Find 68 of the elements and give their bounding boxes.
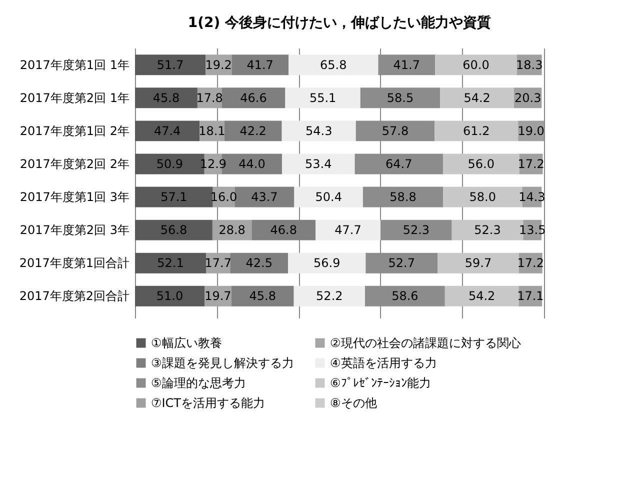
legend-label: ②現代の社会の諸課題に対する関心 xyxy=(330,336,521,350)
data-label: 17.7 xyxy=(204,256,232,270)
data-label: 45.8 xyxy=(152,90,180,105)
data-label: 18.1 xyxy=(198,124,226,138)
data-label: 45.8 xyxy=(249,289,276,304)
data-label: 17.8 xyxy=(196,90,223,105)
data-label: 61.2 xyxy=(463,124,490,138)
legend-label: ⑥ﾌﾟﾚｾﾞﾝﾃｰｼｮﾝ能力 xyxy=(330,376,431,390)
data-label: 56.9 xyxy=(314,256,340,270)
legend-label: ⑧その他 xyxy=(330,396,377,410)
data-label: 42.2 xyxy=(240,124,266,138)
data-label: 19.2 xyxy=(205,58,232,72)
data-label: 44.0 xyxy=(238,156,266,171)
data-label: 43.7 xyxy=(251,190,278,204)
legend-label: ③課題を発見し解決する力 xyxy=(151,356,294,370)
data-label: 54.2 xyxy=(468,289,496,304)
y-tick-label: 2017年度第1回 2年 xyxy=(20,124,130,138)
legend-label: ⑤論理的な思考力 xyxy=(151,376,246,390)
data-label: 56.8 xyxy=(160,223,188,238)
data-label: 58.6 xyxy=(392,289,418,304)
data-label: 50.9 xyxy=(156,156,184,171)
data-label: 65.8 xyxy=(320,58,347,72)
data-label: 18.3 xyxy=(516,58,543,72)
data-label: 57.1 xyxy=(160,190,188,204)
y-tick-label: 2017年度第2回合計 xyxy=(19,289,130,304)
data-label: 19.7 xyxy=(204,289,232,304)
data-label: 46.6 xyxy=(240,90,267,105)
data-label: 58.0 xyxy=(469,190,496,204)
data-label: 41.7 xyxy=(246,58,274,72)
data-label: 54.2 xyxy=(464,90,490,105)
y-tick-label: 2017年度第2回 2年 xyxy=(20,156,130,171)
legend-label: ⑦ICTを活用する能力 xyxy=(151,396,266,410)
data-label: 20.3 xyxy=(514,90,542,105)
data-label: 28.8 xyxy=(218,223,246,238)
y-tick-label: 2017年度第1回 1年 xyxy=(20,58,130,72)
data-label: 57.8 xyxy=(382,124,409,138)
data-label: 58.5 xyxy=(386,90,414,105)
data-label: 52.1 xyxy=(157,256,184,270)
data-label: 59.7 xyxy=(464,256,492,270)
data-label: 52.7 xyxy=(388,256,415,270)
data-label: 19.0 xyxy=(518,124,544,138)
data-label: 55.1 xyxy=(309,90,336,105)
data-label: 53.4 xyxy=(305,156,332,171)
data-label: 64.7 xyxy=(386,156,412,171)
y-tick-label: 2017年度第2回 3年 xyxy=(20,223,130,238)
data-label: 47.4 xyxy=(154,124,181,138)
data-label: 52.3 xyxy=(402,223,430,238)
data-label: 51.7 xyxy=(156,58,184,72)
data-label: 41.7 xyxy=(393,58,420,72)
data-label: 42.5 xyxy=(246,256,272,270)
data-label: 50.4 xyxy=(315,190,342,204)
legend-label: ④英語を活用する力 xyxy=(330,356,437,370)
data-label: 47.7 xyxy=(334,223,362,238)
data-label: 51.0 xyxy=(156,289,184,304)
data-label: 52.2 xyxy=(316,289,343,304)
data-label: 16.0 xyxy=(210,190,238,204)
data-label: 56.0 xyxy=(468,156,495,171)
legend-label: ①幅広い教養 xyxy=(151,336,222,350)
data-label: 12.9 xyxy=(200,156,227,171)
y-tick-label: 2017年度第1回 3年 xyxy=(20,190,130,204)
y-tick-label: 2017年度第2回 1年 xyxy=(20,90,130,105)
data-label: 52.3 xyxy=(474,223,501,238)
data-label: 60.0 xyxy=(462,58,490,72)
chart-title: 1(2) 今後身に付けたい，伸ばしたい能力や資質 xyxy=(188,14,492,31)
data-label: 46.8 xyxy=(270,223,297,238)
y-tick-label: 2017年度第1回合計 xyxy=(19,256,130,270)
data-label: 54.3 xyxy=(305,124,332,138)
data-label: 58.8 xyxy=(390,190,416,204)
